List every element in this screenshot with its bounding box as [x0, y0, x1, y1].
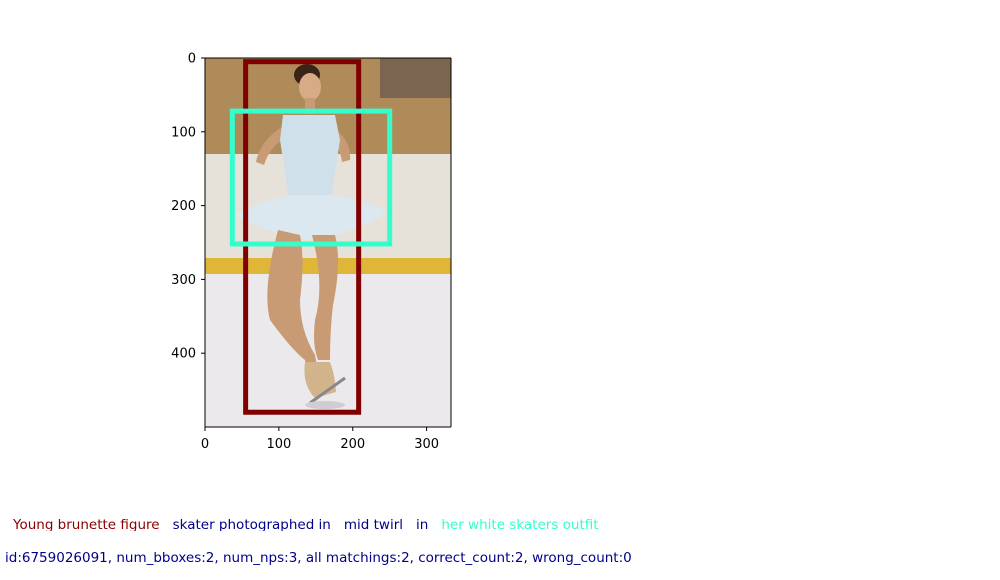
spectator-area [380, 58, 451, 98]
y-ticks: 0 100 200 300 400 [171, 52, 205, 362]
y-tick-label: 100 [171, 125, 196, 140]
x-ticks: 0 100 200 300 [201, 427, 439, 452]
caption-phrase-5: her white skaters outfit [441, 517, 599, 531]
y-tick-label: 300 [171, 273, 196, 288]
bounding-boxes [229, 59, 393, 415]
bbox-1 [243, 59, 362, 415]
skater-right-leg [312, 235, 339, 360]
ice-shadow [305, 401, 345, 409]
caption-phrase-4: in [416, 517, 429, 531]
x-tick-label: 100 [266, 437, 291, 452]
x-tick-label: 300 [414, 437, 439, 452]
skater-skirt [235, 195, 387, 240]
caption-phrase-2: skater photographed in [172, 517, 331, 531]
caption-line: Young brunette figure skater photographed… [13, 517, 612, 531]
caption-phrase-3: mid twirl [343, 517, 404, 531]
x-tick-label: 0 [201, 437, 209, 452]
x-tick-label: 200 [340, 437, 365, 452]
axes: 0 100 200 300 0 100 200 300 400 [171, 52, 452, 452]
skater-face [299, 73, 321, 101]
matching-stats: id:6759026091, num_bboxes:2, num_nps:3, … [5, 550, 632, 566]
bbox-2 [229, 108, 393, 247]
caption-phrase-1: Young brunette figure [13, 517, 160, 531]
skater-left-leg [267, 230, 322, 395]
skate-blade [309, 376, 346, 405]
skater-neck [305, 98, 315, 114]
y-tick-label: 0 [188, 52, 196, 67]
y-tick-label: 200 [171, 199, 196, 214]
y-tick-label: 400 [171, 347, 196, 362]
skater-bodice [280, 115, 340, 205]
